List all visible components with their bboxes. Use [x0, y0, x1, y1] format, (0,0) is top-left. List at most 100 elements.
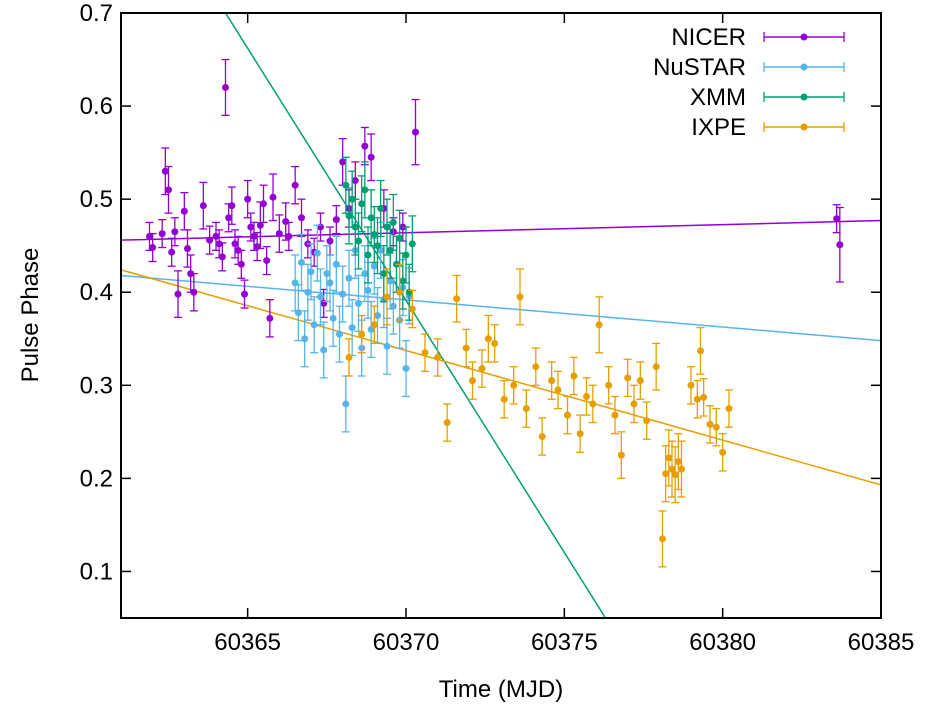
legend-item-xmm: XMM	[690, 84, 845, 111]
point-marker	[190, 288, 198, 296]
fit-line-nustar	[121, 274, 881, 342]
point-marker	[383, 342, 391, 350]
point-marker	[326, 237, 334, 245]
point-marker	[348, 324, 356, 332]
y-axis-title: Pulse Phase	[17, 248, 44, 383]
point-marker	[231, 240, 239, 248]
point-marker	[332, 260, 340, 268]
point-marker	[396, 288, 404, 296]
point-marker	[719, 448, 727, 456]
point-marker	[516, 293, 524, 301]
point-marker	[712, 423, 720, 431]
point-marker	[282, 217, 290, 225]
data-point	[623, 358, 632, 398]
data-point	[376, 179, 385, 238]
data-point	[588, 384, 597, 424]
data-point	[582, 377, 591, 416]
data-point	[687, 366, 695, 405]
point-marker	[595, 321, 603, 329]
series-ixpe-points	[345, 263, 733, 568]
point-marker	[171, 228, 179, 236]
point-marker	[345, 353, 353, 361]
data-point	[668, 440, 676, 498]
data-point	[345, 338, 353, 377]
point-marker	[298, 214, 305, 222]
data-point	[642, 401, 651, 440]
data-point	[218, 242, 227, 272]
point-marker	[402, 251, 410, 259]
data-point	[554, 370, 562, 410]
point-marker	[291, 181, 299, 189]
point-marker	[662, 470, 670, 478]
point-marker	[345, 274, 353, 282]
point-marker	[630, 400, 638, 408]
point-marker	[453, 295, 461, 303]
data-point	[170, 217, 179, 247]
data-point	[373, 217, 382, 275]
point-marker	[374, 242, 381, 250]
point-marker	[158, 230, 166, 238]
point-marker	[351, 223, 359, 231]
x-tick-label: 60385	[848, 629, 915, 656]
point-marker	[241, 290, 248, 298]
point-marker	[697, 347, 704, 355]
data-point	[718, 433, 727, 472]
point-marker	[687, 381, 695, 389]
data-point	[452, 274, 461, 323]
point-marker	[329, 314, 337, 322]
point-marker	[836, 241, 844, 249]
point-marker	[693, 395, 701, 403]
data-points	[145, 58, 844, 568]
fit-line-ixpe	[121, 269, 881, 486]
point-marker	[678, 465, 685, 473]
data-point	[462, 328, 471, 368]
point-marker	[339, 158, 347, 166]
point-marker	[206, 236, 214, 244]
x-tick-label: 60370	[373, 629, 440, 656]
data-point	[389, 193, 398, 251]
y-tick-label: 0.6	[80, 93, 113, 120]
data-point	[148, 232, 157, 263]
point-marker	[199, 202, 207, 210]
data-point	[332, 235, 341, 293]
legend-marker	[800, 93, 808, 101]
point-marker	[554, 386, 562, 394]
point-marker	[491, 339, 499, 347]
point-marker	[532, 363, 540, 371]
legend-item-nustar: NuSTAR	[653, 54, 845, 81]
x-axis-ticks: 60365 60370 60375 60380 60385	[214, 13, 914, 656]
point-marker	[285, 232, 293, 240]
point-marker	[374, 312, 381, 319]
data-point	[408, 289, 417, 329]
point-marker	[510, 381, 518, 389]
data-point	[332, 205, 341, 235]
data-point	[468, 361, 477, 400]
point-marker	[323, 270, 331, 278]
point-marker	[332, 216, 340, 224]
data-point	[199, 181, 208, 230]
point-marker	[478, 365, 486, 373]
data-point	[269, 173, 277, 222]
point-marker	[304, 288, 312, 296]
data-point	[725, 389, 733, 428]
data-point	[484, 314, 493, 363]
point-marker	[165, 186, 172, 194]
data-point	[500, 380, 509, 419]
data-point	[706, 405, 714, 444]
data-point	[240, 279, 249, 309]
x-tick-label: 60380	[689, 629, 756, 656]
data-point	[531, 347, 540, 386]
data-point	[360, 126, 369, 166]
data-point	[329, 289, 338, 347]
point-marker	[370, 262, 378, 270]
legend-label: NuSTAR	[653, 54, 746, 81]
point-marker	[668, 465, 676, 473]
point-marker	[386, 277, 394, 285]
point-marker	[149, 244, 157, 252]
data-point	[522, 389, 531, 428]
point-marker	[317, 293, 324, 301]
point-marker	[383, 223, 391, 231]
data-point	[699, 378, 708, 417]
point-marker	[310, 321, 318, 329]
data-point	[696, 326, 705, 375]
